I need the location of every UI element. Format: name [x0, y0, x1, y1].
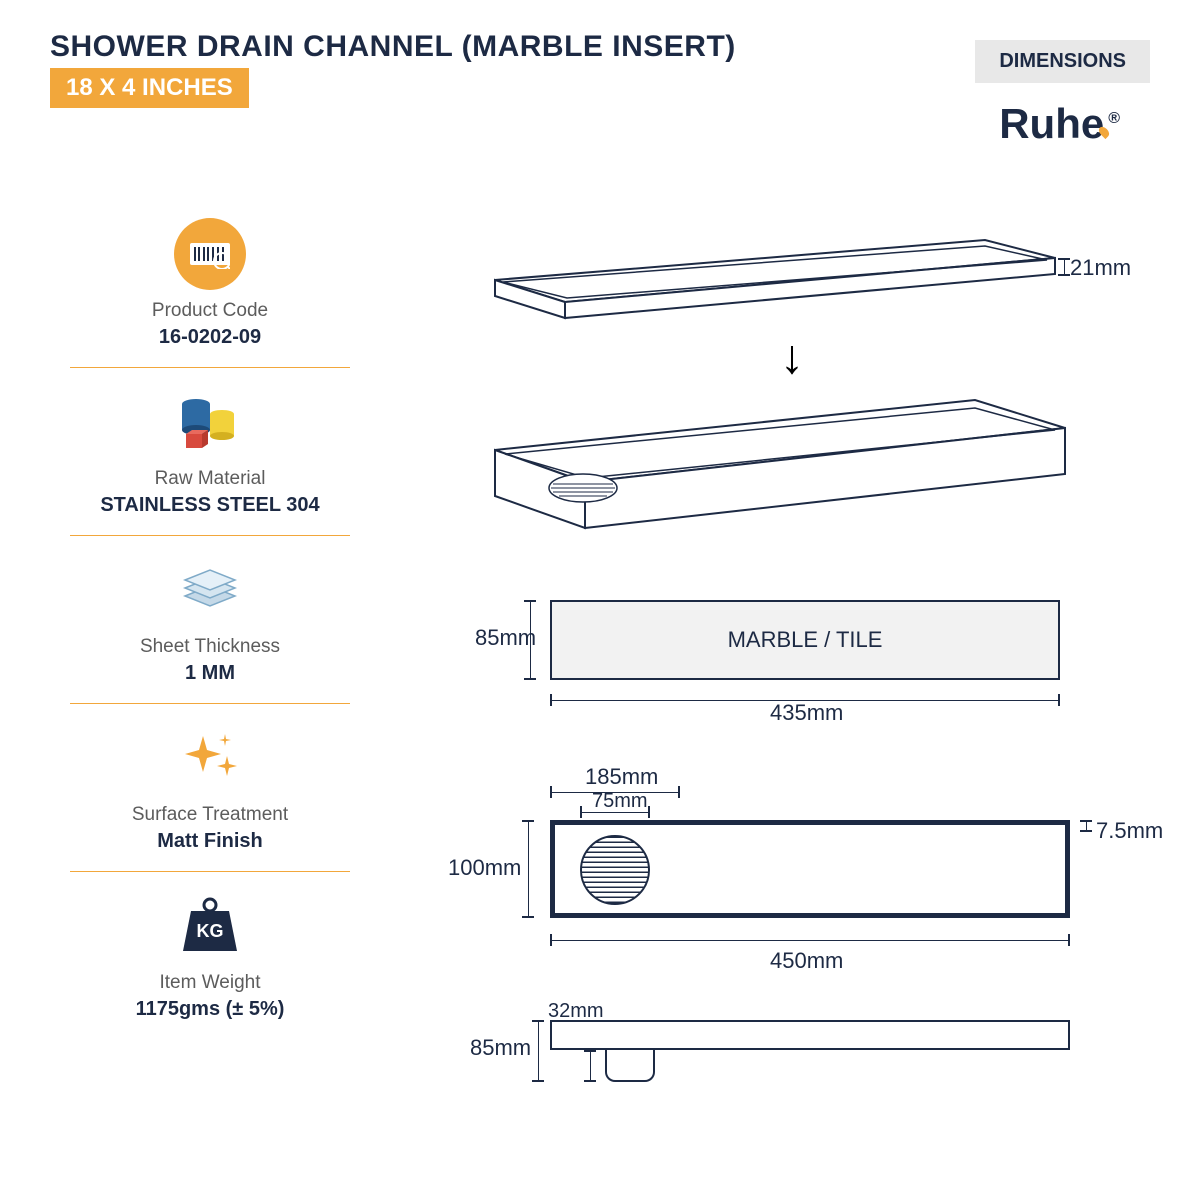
- weight-icon: KG: [174, 890, 246, 962]
- sparkle-icon: [174, 722, 246, 794]
- specs-list: Product Code 16-0202-09 Raw Material STA…: [70, 200, 350, 1039]
- tray-top-3d: [495, 240, 1055, 310]
- dim-drain-diameter: 75mm: [592, 790, 648, 813]
- tray-bottom-3d: [495, 400, 1065, 520]
- spec-value: STAINLESS STEEL 304: [70, 494, 350, 517]
- dim-side-outlet: 32mm: [548, 1000, 604, 1023]
- spec-label: Raw Material: [70, 468, 350, 490]
- marble-tile-rect: MARBLE / TILE: [550, 600, 1060, 680]
- spec-value: 1 MM: [70, 662, 350, 685]
- side-view-rect: [550, 1020, 1070, 1050]
- spec-label: Item Weight: [70, 972, 350, 994]
- spec-surface-treatment: Surface Treatment Matt Finish: [70, 704, 350, 872]
- dim-drain-offset: 185mm: [585, 764, 658, 790]
- spec-product-code: Product Code 16-0202-09: [70, 200, 350, 368]
- svg-text:KG: KG: [197, 921, 224, 941]
- spec-value: 16-0202-09: [70, 326, 350, 349]
- drain-circle: [580, 835, 650, 905]
- dim-plan-height: 100mm: [448, 855, 521, 881]
- spec-value: 1175gms (± 5%): [70, 998, 350, 1021]
- brand-text: Ruhe: [999, 100, 1104, 147]
- arrow-down-icon: ↓: [780, 330, 804, 385]
- dim-side-height: 85mm: [470, 1035, 531, 1061]
- page-title: SHOWER DRAIN CHANNEL (MARBLE INSERT): [50, 30, 736, 64]
- title-block: SHOWER DRAIN CHANNEL (MARBLE INSERT) 18 …: [50, 30, 736, 108]
- marble-tile-label: MARBLE / TILE: [728, 627, 883, 653]
- spec-label: Sheet Thickness: [70, 636, 350, 658]
- barrels-icon: [174, 386, 246, 458]
- sheets-icon: [174, 554, 246, 626]
- dim-marble-width: 435mm: [770, 700, 843, 726]
- dim-tray-height: 21mm: [1070, 255, 1131, 281]
- dim-marble-height: 85mm: [475, 625, 536, 651]
- side-outlet: [605, 1050, 655, 1082]
- spec-label: Surface Treatment: [70, 804, 350, 826]
- dim-plan-width: 450mm: [770, 948, 843, 974]
- brand-logo: Ruhe®: [999, 100, 1120, 148]
- dimensions-badge: DIMENSIONS: [975, 40, 1150, 83]
- spec-value: Matt Finish: [70, 830, 350, 853]
- barcode-icon: [174, 218, 246, 290]
- diagram-area: 21mm ↓ MARBLE / TILE 85mm 435mm: [420, 200, 1150, 1150]
- spec-sheet-thickness: Sheet Thickness 1 MM: [70, 536, 350, 704]
- spec-raw-material: Raw Material STAINLESS STEEL 304: [70, 368, 350, 536]
- page-subtitle: 18 X 4 INCHES: [50, 68, 249, 108]
- spec-item-weight: KG Item Weight 1175gms (± 5%): [70, 872, 350, 1039]
- spec-label: Product Code: [70, 300, 350, 322]
- dim-plan-wall: 7.5mm: [1096, 818, 1163, 844]
